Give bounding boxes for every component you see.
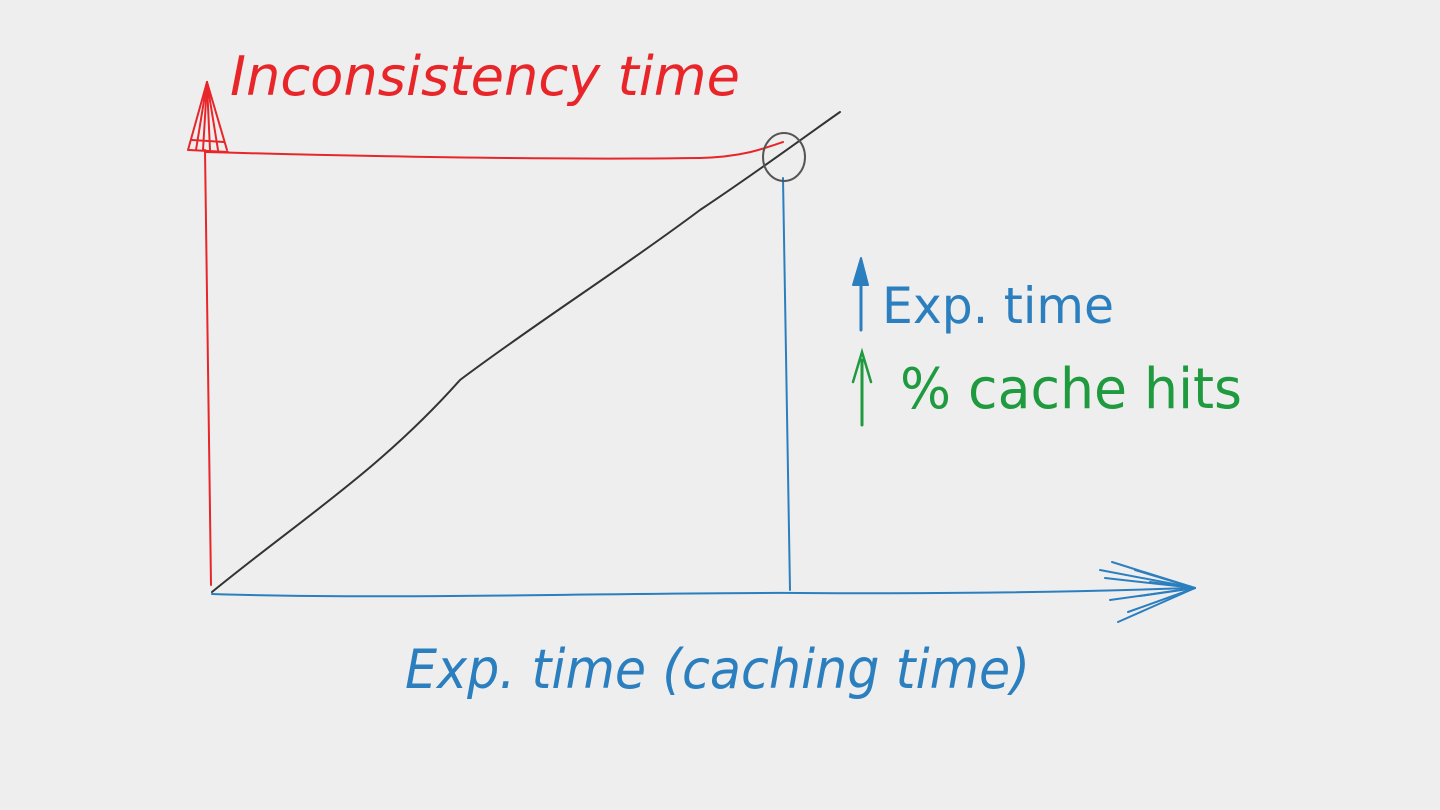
y-axis-line [204, 149, 212, 586]
inconsistency-trend-line [211, 111, 841, 593]
intersection-circle [762, 132, 806, 182]
up-arrow-icon [852, 257, 869, 332]
x-axis-label: Exp. time (caching time) [405, 638, 1030, 701]
x-axis-line [211, 587, 1191, 598]
y-axis-arrowhead [187, 81, 229, 153]
inconsistency-level-line [204, 141, 784, 160]
note-cache-hits-label: % cache hits [900, 357, 1242, 422]
expiry-drop-line [782, 177, 791, 591]
x-axis-arrowhead [1099, 561, 1196, 623]
note-exp-time-label: Exp. time [882, 277, 1114, 335]
y-axis-label: Inconsistency time [230, 45, 740, 108]
up-arrow-icon [851, 347, 873, 427]
